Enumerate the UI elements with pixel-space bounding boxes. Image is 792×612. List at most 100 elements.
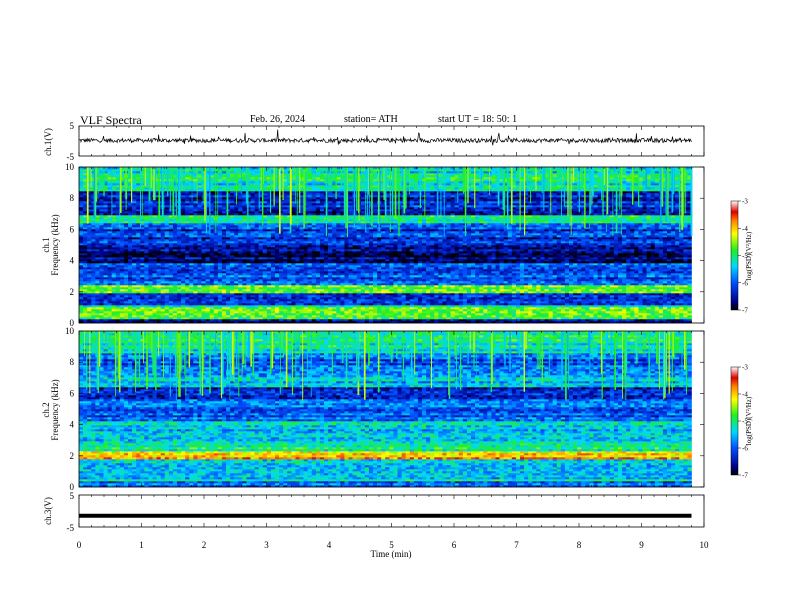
spectrogram-cell — [373, 307, 378, 310]
spectrogram-cell — [242, 309, 247, 312]
spectrogram-cell — [250, 295, 255, 298]
spectrogram-cell — [132, 271, 137, 274]
spectrogram-cell — [426, 311, 431, 314]
spectrogram-cell — [368, 273, 374, 276]
spectrogram-cell — [360, 315, 366, 318]
spectrogram-cell — [618, 283, 623, 286]
spectrogram-cell — [381, 299, 386, 302]
spectrogram-cell — [556, 289, 562, 292]
spectrogram-cell — [340, 307, 345, 310]
spectrogram-cell — [618, 305, 623, 308]
spectrogram-cell — [197, 311, 202, 314]
spectrogram-cell — [609, 315, 615, 318]
spectrogram-cell — [246, 303, 251, 306]
spectrogram-cell — [185, 279, 190, 282]
spectrogram-cell — [438, 269, 443, 272]
spectrogram-cell — [630, 261, 635, 264]
spectrogram-cell — [430, 263, 435, 266]
spectrogram-cell — [471, 299, 476, 302]
spectrogram-cell — [540, 285, 545, 288]
spectrogram-cell — [148, 313, 153, 316]
spectrogram-cell — [622, 281, 627, 284]
spectrogram-cell — [593, 277, 598, 280]
spectrogram-cell — [291, 297, 296, 300]
spectrogram-cell — [622, 261, 627, 264]
spectrogram-cell — [687, 291, 692, 294]
spectrogram-cell — [140, 311, 145, 314]
spectrogram-cell — [560, 309, 566, 312]
spectrogram-cell — [626, 287, 631, 290]
spectrogram-cell — [123, 289, 129, 292]
spectrogram-cell — [560, 297, 566, 300]
spectrogram-cell — [430, 277, 435, 280]
spectrogram-cell — [140, 319, 145, 322]
spectrogram-cell — [499, 283, 504, 286]
spectrogram-cell — [324, 261, 329, 264]
spectrogram-cell — [503, 311, 509, 314]
spectrogram-cell — [213, 303, 219, 306]
spectrogram-cell — [613, 297, 619, 300]
spectrogram-cell — [209, 291, 215, 294]
spectrogram-cell — [630, 303, 635, 306]
spectrogram-cell — [123, 311, 129, 314]
spectrogram-cell — [168, 297, 174, 300]
spectrogram-cell — [564, 305, 570, 308]
spectrogram-cell — [622, 321, 627, 324]
spectrogram-cell — [287, 319, 292, 322]
spectrogram-cell — [344, 315, 349, 318]
spectrogram-cell — [569, 283, 574, 286]
spectrogram-cell — [642, 289, 647, 292]
spectrogram-cell — [99, 275, 104, 278]
spectrogram-cell — [360, 307, 366, 310]
spectrogram-cell — [213, 273, 219, 276]
spectrogram-cell — [303, 287, 308, 290]
spectrogram-cell — [471, 303, 476, 306]
spectrogram-cell — [144, 261, 149, 264]
spectrogram-cell — [642, 283, 647, 286]
spectrogram-cell — [417, 293, 423, 296]
spectrogram-cell — [430, 307, 435, 310]
spectrogram-cell — [393, 309, 398, 312]
spectrogram-cell — [217, 315, 223, 318]
spectrogram-cell — [352, 313, 357, 316]
spectrogram-cell — [458, 285, 464, 288]
spectrogram-cell — [434, 295, 439, 298]
spectrogram-cell — [573, 307, 578, 310]
spectrogram-cell — [336, 271, 341, 274]
spectrogram-cell — [275, 275, 280, 278]
spectrogram-cell — [185, 291, 190, 294]
spectrogram-cell — [462, 299, 468, 302]
spectrogram-cell — [589, 283, 594, 286]
spectrogram-cell — [303, 269, 308, 272]
spectrogram-cell — [524, 281, 529, 284]
spectrogram-cell — [128, 297, 133, 300]
spectrogram-cell — [462, 321, 468, 324]
spectrogram-cell — [144, 321, 149, 324]
spectrogram-cell — [213, 261, 219, 264]
spectrogram-cell — [287, 295, 292, 298]
spectrogram-cell — [287, 267, 292, 270]
spectrogram-cell — [626, 259, 631, 262]
spectrogram-cell — [454, 261, 460, 264]
spectrogram-cell — [283, 261, 288, 264]
spectrogram-cell — [605, 295, 611, 298]
spectrogram-cell — [446, 283, 451, 286]
spectrogram-cell — [667, 259, 672, 262]
spectrogram-cell — [193, 315, 198, 318]
spectrogram-cell — [589, 287, 594, 290]
spectrogram-cell — [295, 311, 300, 314]
spectrogram-cell — [340, 279, 345, 282]
spectrogram-cell — [430, 279, 435, 282]
spectrogram-cell — [197, 295, 202, 298]
spectrogram-cell — [466, 321, 472, 324]
spectrogram-cell — [226, 269, 231, 272]
spectrogram-cell — [356, 313, 362, 316]
spectrogram-cell — [609, 303, 615, 306]
spectrogram-cell — [91, 291, 96, 294]
spectrogram-cell — [499, 301, 504, 304]
spectrogram-cell — [377, 265, 382, 268]
spectrogram-cell — [630, 283, 635, 286]
spectrogram-cell — [315, 307, 321, 310]
spectrogram-cell — [503, 319, 509, 322]
spectrogram-cell — [328, 259, 333, 262]
